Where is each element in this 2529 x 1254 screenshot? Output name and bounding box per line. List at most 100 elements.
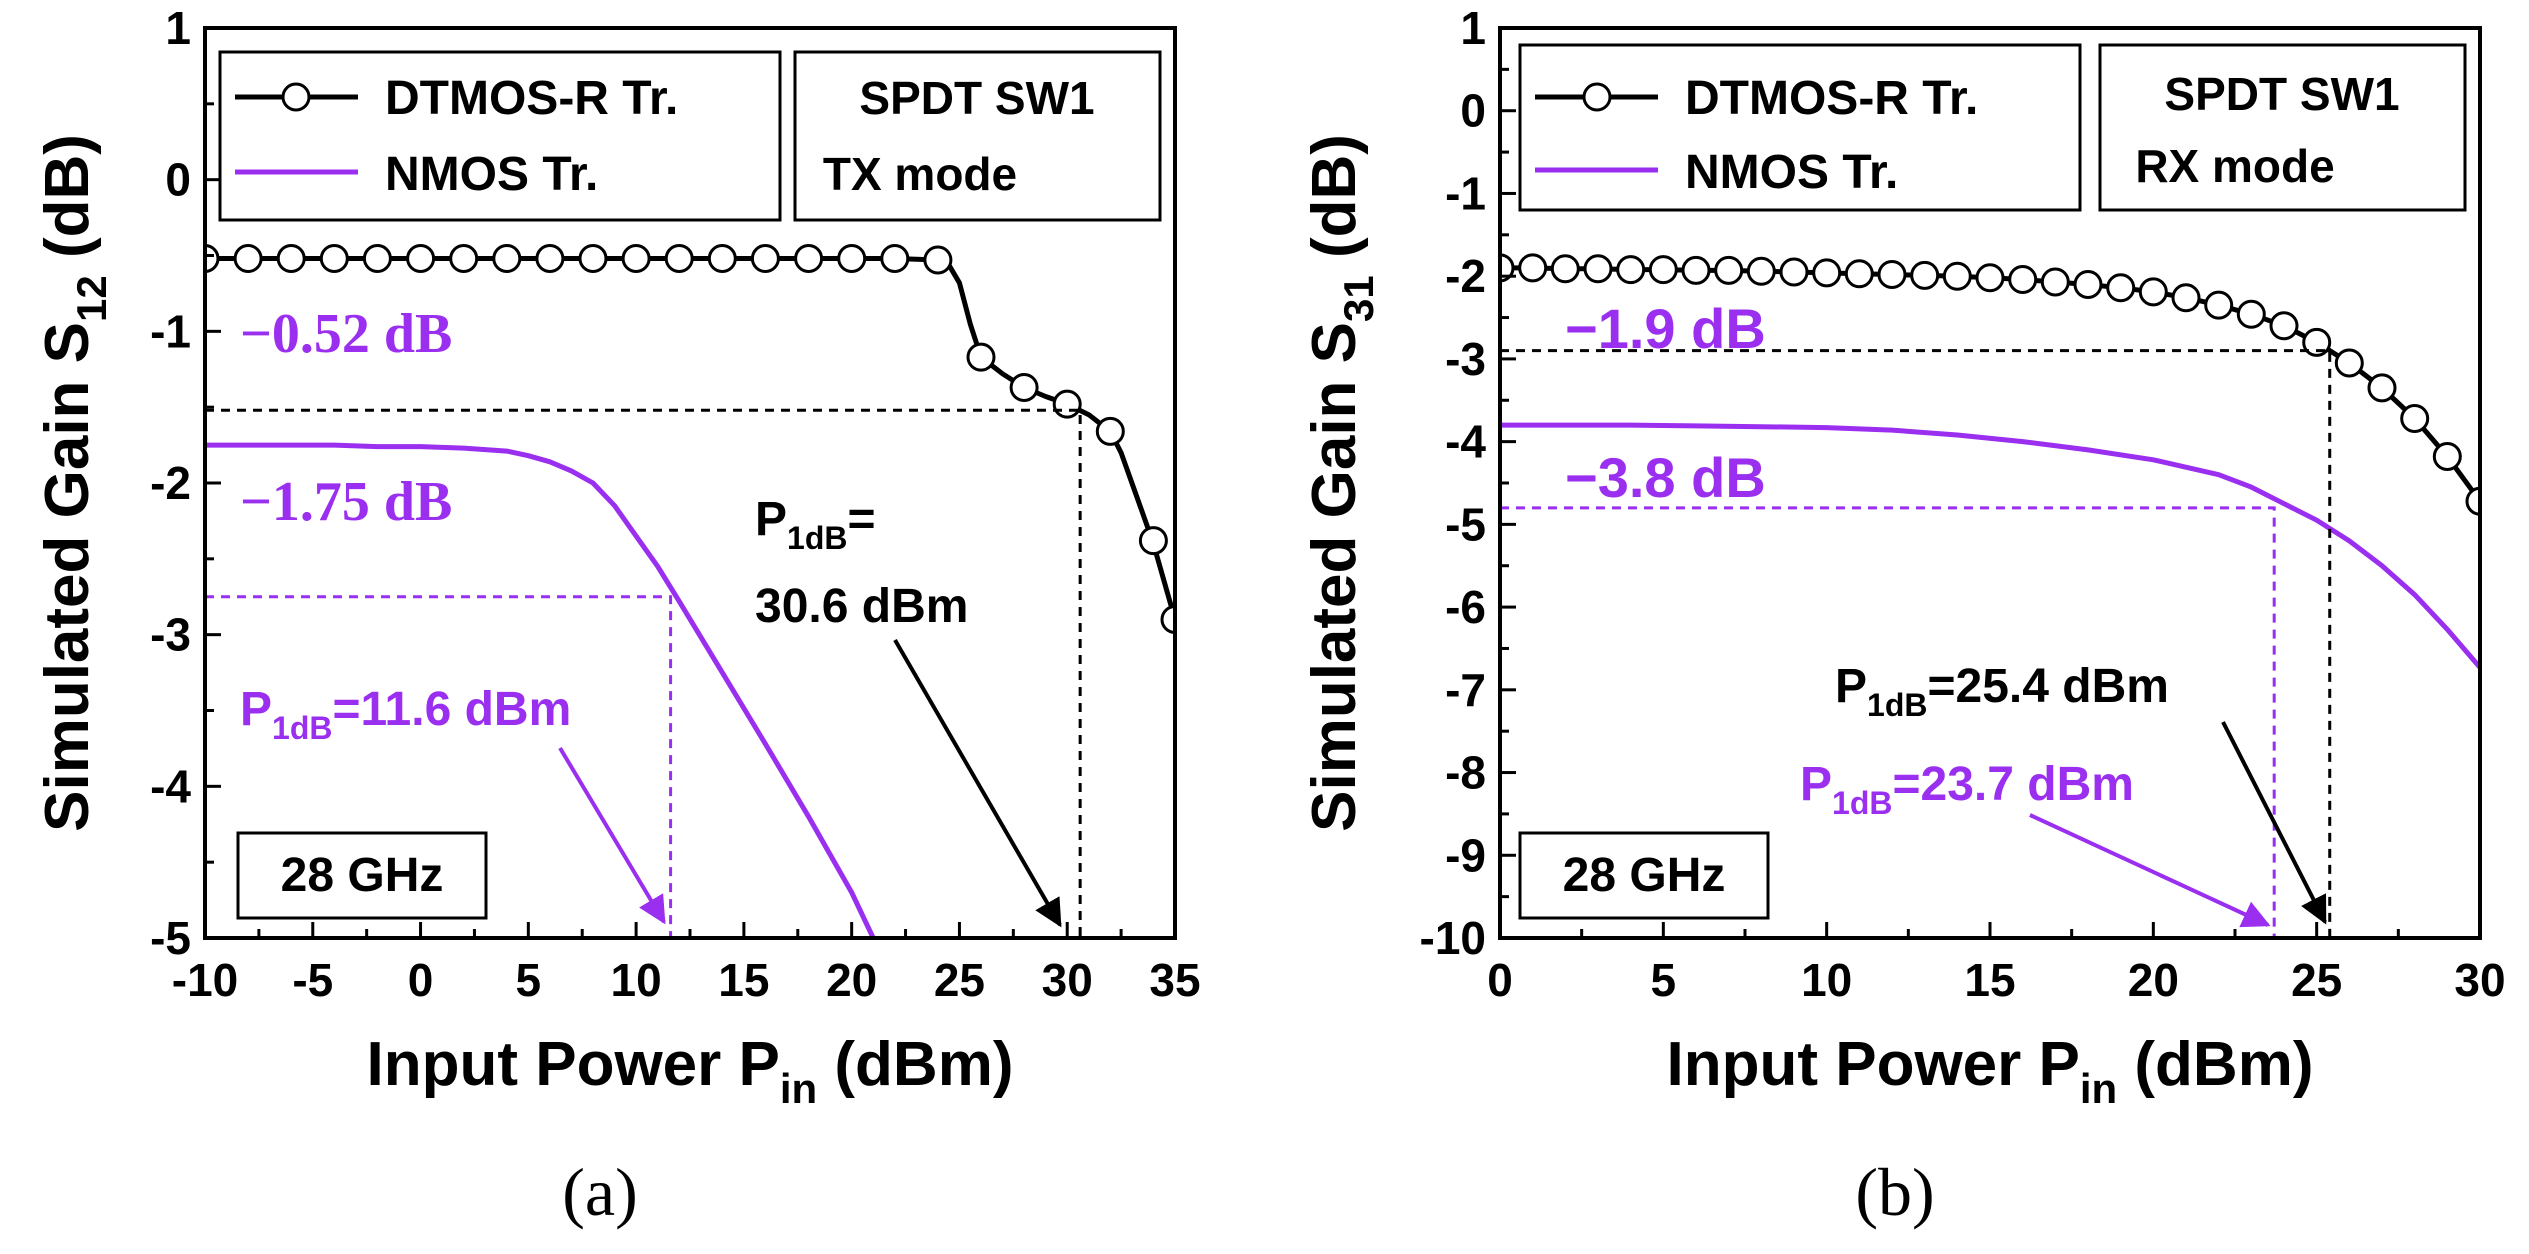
y-tick-label: -5: [1445, 498, 1486, 550]
p1db-guide-nmos: [1500, 506, 2276, 938]
freq-box-frame: [1518, 831, 1770, 920]
legend-dtmos-marker: [1582, 82, 1612, 112]
chart-b-xlabel: Input Power Pin (dBm): [1667, 1030, 2314, 1112]
data-point: [1550, 254, 1580, 284]
y-tick-label: -8: [1445, 747, 1486, 799]
freq-label: 28 GHz: [281, 849, 444, 902]
y-tick-label: 0: [165, 154, 191, 206]
data-point: [794, 244, 824, 273]
data-point: [664, 244, 694, 273]
chart-a-mode-box: SPDT SW1 TX mode: [793, 50, 1162, 222]
data-point: [2302, 327, 2332, 357]
data-point: [492, 244, 522, 273]
data-point: [319, 244, 349, 273]
data-point: [880, 244, 910, 273]
data-point: [2465, 486, 2480, 516]
data-point: [1009, 373, 1039, 402]
data-point: [2367, 373, 2397, 403]
data-point: [837, 244, 867, 273]
x-tick-label: 0: [1487, 954, 1513, 1006]
mode-box-frame: [2098, 43, 2467, 212]
y-tick-label: 1: [1460, 2, 1486, 54]
data-point: [923, 245, 953, 275]
data-point: [1095, 416, 1125, 446]
value-label-dtmos: −1.9 dB: [1565, 297, 1766, 360]
data-point: [2106, 273, 2136, 303]
mode-box-line1: SPDT SW1: [2164, 68, 2399, 120]
y-tick-label: -4: [1445, 416, 1486, 468]
legend-dtmos-label: DTMOS-R Tr.: [385, 72, 678, 125]
y-tick-label: -9: [1445, 829, 1486, 881]
panel-b-caption: (b): [1855, 1154, 1934, 1230]
data-point: [1779, 257, 1809, 287]
p1db-nmos-text: P1dB=11.6 dBm: [240, 683, 571, 746]
data-point: [750, 244, 780, 273]
y-tick-label: -3: [1445, 333, 1486, 385]
data-point: [2138, 277, 2168, 307]
mode-box-line2: TX mode: [823, 148, 1017, 200]
mode-box-frame: [793, 50, 1162, 222]
y-tick-label: -4: [150, 760, 191, 812]
legend-nmos-label: NMOS Tr.: [1685, 146, 1898, 199]
data-point: [1942, 261, 1972, 291]
p1db-dtmos-arrow: [893, 638, 1062, 928]
y-tick-label: -5: [150, 912, 191, 964]
x-tick-label: 35: [1149, 954, 1200, 1006]
chart-b-ylabel: Simulated Gain S31 (dB): [1300, 134, 1382, 832]
data-point: [1518, 253, 1548, 283]
x-tick-label: 5: [1651, 954, 1677, 1006]
p1db-guide-dtmos: [205, 408, 1082, 938]
y-tick-label: -10: [1420, 912, 1486, 964]
data-point: [406, 244, 436, 273]
mode-box-line2: RX mode: [2135, 140, 2334, 192]
data-point: [621, 244, 651, 273]
x-tick-label: 30: [2454, 954, 2505, 1006]
data-point: [2269, 311, 2299, 341]
value-label-nmos: −1.75 dB: [240, 471, 452, 533]
p1db-annotation-dtmos: P1dB=25.4 dBm: [1835, 660, 2327, 925]
x-tick-label: -5: [292, 954, 333, 1006]
data-point: [1877, 260, 1907, 289]
p1db-nmos-arrow: [558, 746, 666, 925]
data-point: [2073, 270, 2103, 299]
data-point: [233, 244, 263, 273]
data-point: [578, 244, 608, 273]
x-tick-label: 10: [1801, 954, 1852, 1006]
data-point: [966, 342, 996, 372]
data-point: [1160, 605, 1175, 634]
legend-dtmos-label: DTMOS-R Tr.: [1685, 72, 1978, 125]
data-point: [1616, 255, 1646, 285]
data-point: [1500, 253, 1515, 283]
p1db-nmos-arrow: [2029, 813, 2271, 928]
legend-dtmos-marker: [281, 82, 311, 112]
chart-b-mode-box: SPDT SW1 RX mode: [2098, 43, 2467, 212]
p1db-dtmos-text: P1dB=25.4 dBm: [1835, 660, 2169, 723]
chart-a-p1db-guides: [205, 408, 1082, 938]
chart-a-xlabel: Input Power Pin (dBm): [367, 1030, 1014, 1112]
x-tick-label: 30: [1042, 954, 1093, 1006]
mode-box-line1: SPDT SW1: [859, 72, 1094, 124]
data-point: [205, 244, 220, 273]
legend-nmos-label: NMOS Tr.: [385, 148, 598, 201]
x-tick-label: 10: [611, 954, 662, 1006]
chart-b-curves: [1500, 253, 2480, 670]
chart-b-freq-box: 28 GHz: [1518, 831, 1770, 920]
y-tick-label: -3: [150, 609, 191, 661]
p1db-dtmos-text: P1dB=: [755, 493, 876, 556]
x-tick-label: 15: [1964, 954, 2015, 1006]
y-tick-label: -7: [1445, 664, 1486, 716]
data-point: [1910, 260, 1940, 290]
y-tick-label: -2: [1445, 250, 1486, 302]
data-point: [1052, 389, 1082, 419]
value-label-nmos: −3.8 dB: [1565, 446, 1766, 509]
p1db-annotation-nmos: P1dB=23.7 dBm: [1800, 758, 2271, 928]
x-tick-label: -10: [172, 954, 238, 1006]
data-point: [2334, 348, 2364, 378]
data-point: [2236, 299, 2266, 329]
x-tick-label: 0: [408, 954, 434, 1006]
data-point: [1583, 254, 1613, 284]
